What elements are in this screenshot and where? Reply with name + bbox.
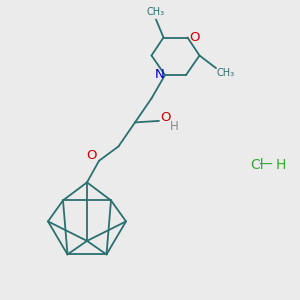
Text: CH₃: CH₃ [217, 68, 235, 78]
Text: O: O [86, 149, 97, 162]
Text: H: H [276, 158, 286, 172]
Text: —: — [259, 158, 272, 172]
Text: Cl: Cl [250, 158, 264, 172]
Text: O: O [160, 111, 171, 124]
Text: CH₃: CH₃ [146, 7, 164, 17]
Text: H: H [169, 120, 178, 133]
Text: N: N [155, 68, 164, 82]
Text: O: O [189, 31, 199, 44]
